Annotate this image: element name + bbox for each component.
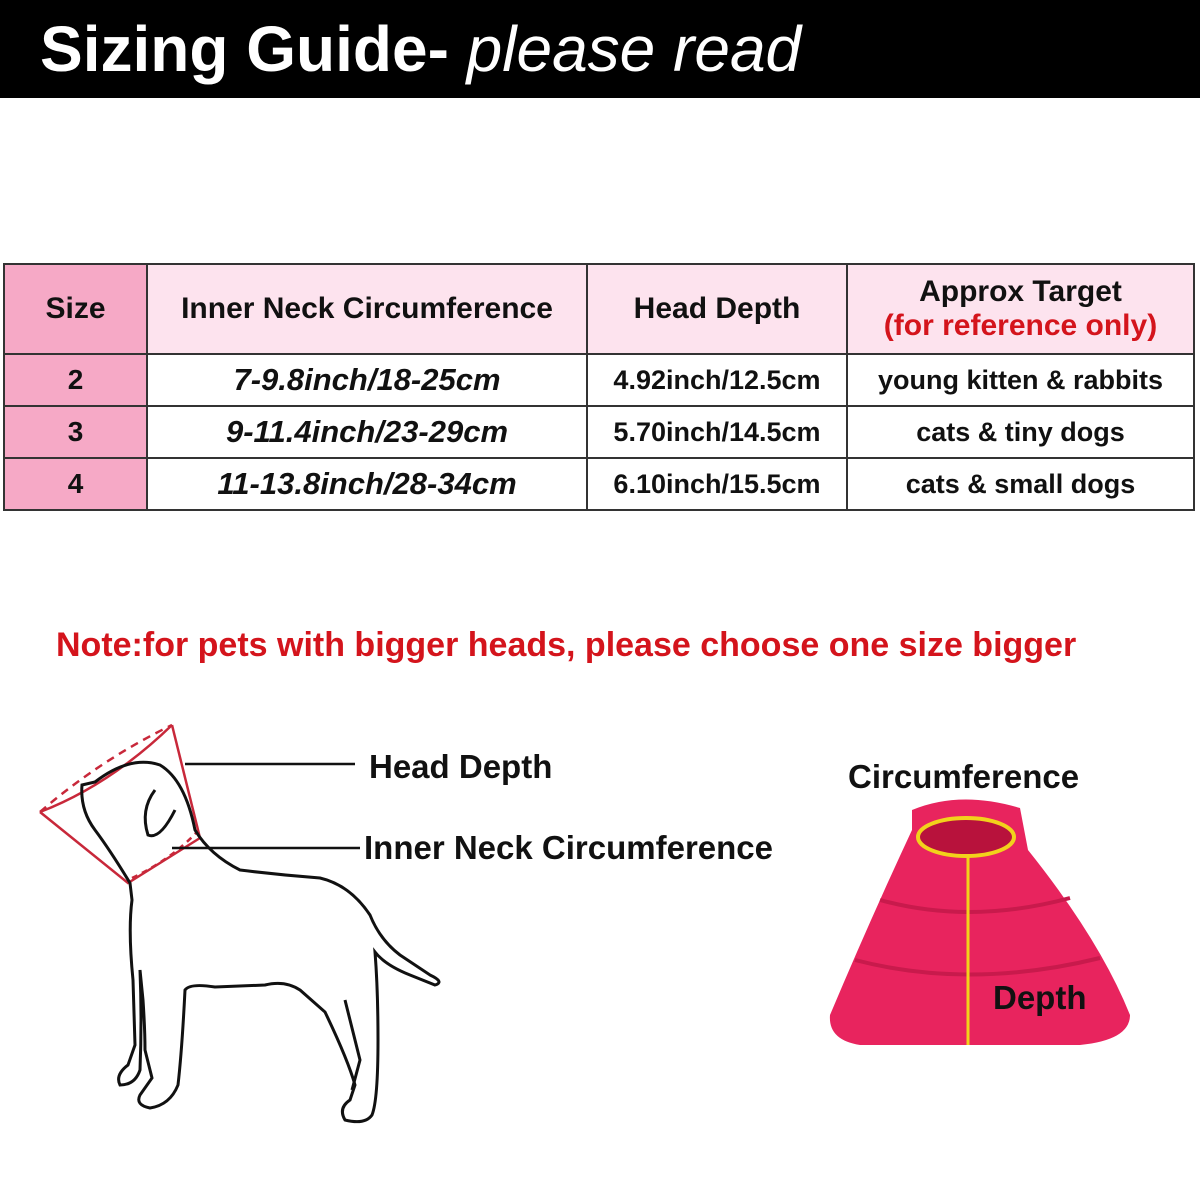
page-title: Sizing Guide- please read <box>40 13 802 85</box>
cone-outline <box>39 723 202 885</box>
sizing-table: Size Inner Neck Circumference Head Depth… <box>3 263 1195 511</box>
reference-note: (for reference only) <box>883 309 1158 342</box>
cell-size: 2 <box>3 353 148 407</box>
cell-neck: 11-13.8inch/28-34cm <box>146 457 588 511</box>
neck-opening <box>916 816 1016 858</box>
table-row: 3 9-11.4inch/23-29cm 5.70inch/14.5cm cat… <box>3 405 1195 459</box>
cone-body <box>829 799 1130 1045</box>
cell-neck: 7-9.8inch/18-25cm <box>146 353 588 407</box>
table-row: 4 11-13.8inch/28-34cm 6.10inch/15.5cm ca… <box>3 457 1195 511</box>
table-row: 2 7-9.8inch/18-25cm 4.92inch/12.5cm youn… <box>3 353 1195 407</box>
dog-outline <box>80 760 441 1124</box>
depth-label: Depth <box>993 979 1087 1016</box>
leader-lines <box>172 762 360 850</box>
dog-illustration <box>39 723 441 1124</box>
cell-depth: 6.10inch/15.5cm <box>586 457 848 511</box>
cell-size: 3 <box>3 405 148 459</box>
header-depth: Head Depth <box>586 263 848 355</box>
header-neck: Inner Neck Circumference <box>146 263 588 355</box>
circumference-label: Circumference <box>848 758 1080 795</box>
cell-neck: 9-11.4inch/23-29cm <box>146 405 588 459</box>
cell-target: cats & tiny dogs <box>846 405 1195 459</box>
title-banner: Sizing Guide- please read <box>0 0 1200 98</box>
header-size: Size <box>3 263 148 355</box>
cell-size: 4 <box>3 457 148 511</box>
cell-target: young kitten & rabbits <box>846 353 1195 407</box>
cell-target: cats & small dogs <box>846 457 1195 511</box>
cell-depth: 4.92inch/12.5cm <box>586 353 848 407</box>
table-header-row: Size Inner Neck Circumference Head Depth… <box>3 263 1195 355</box>
neck-circumference-label: Inner Neck Circumference <box>364 829 774 866</box>
cone-collar-illustration <box>829 799 1130 1045</box>
header-target: Approx Target (for reference only) <box>846 263 1195 355</box>
head-depth-label: Head Depth <box>369 748 553 785</box>
cell-depth: 5.70inch/14.5cm <box>586 405 848 459</box>
size-note: Note:for pets with bigger heads, please … <box>56 626 1077 664</box>
